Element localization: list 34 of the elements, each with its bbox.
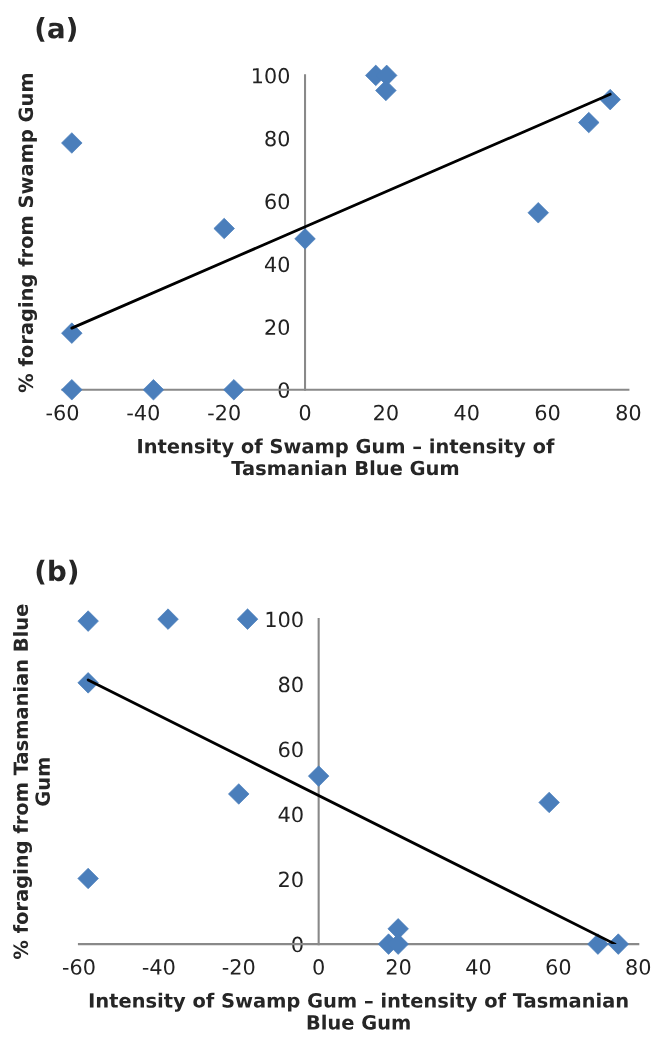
x-tick-label: 40 xyxy=(454,404,479,421)
x-tick-label: 80 xyxy=(616,404,641,421)
x-tick-label: 40 xyxy=(466,959,491,975)
y-tick-label: 20 xyxy=(279,871,303,888)
x-tick-label: 20 xyxy=(374,404,398,421)
x-tick-label: -20 xyxy=(222,959,255,975)
x-tick-label: -40 xyxy=(127,404,159,421)
chart-title: (a) xyxy=(36,17,76,42)
x-tick-label: -40 xyxy=(142,959,175,975)
x-axis-title: Intensity of Swamp Gum – intensity of Tasmanian Blue Gum xyxy=(89,992,628,1030)
y-tick-label: 100 xyxy=(266,611,303,628)
y-axis-title: % foraging from Tasmanian Blue Gum xyxy=(13,604,51,959)
point xyxy=(527,202,549,224)
x-tick-label: 20 xyxy=(386,959,411,975)
x-tick-label: 60 xyxy=(546,959,571,975)
x-tick-label: 80 xyxy=(626,959,651,975)
x-tick-label: 0 xyxy=(313,959,324,975)
x-tick-label: -20 xyxy=(208,404,240,421)
y-tick-label: 80 xyxy=(278,676,303,693)
x-axis-title: Intensity of Swamp Gum – intensity of Tasmanian Blue Gum xyxy=(138,438,555,476)
point xyxy=(213,217,235,240)
y-tick-label: 40 xyxy=(278,806,303,823)
chart-title: (b) xyxy=(36,559,78,585)
y-tick-label: 60 xyxy=(279,741,303,758)
x-tick-label: -60 xyxy=(46,404,79,421)
y-tick-label: 20 xyxy=(265,319,290,336)
x-tick-label: 60 xyxy=(535,404,560,421)
y-tick-label: 60 xyxy=(265,193,290,210)
y-tick-label: 40 xyxy=(264,256,290,273)
y-tick-label: 80 xyxy=(265,130,290,147)
y-tick-label: 100 xyxy=(252,67,290,84)
y-axis-title: % foraging from Swamp Gum xyxy=(18,73,38,393)
point xyxy=(142,379,165,401)
x-tick-label: -60 xyxy=(62,959,95,975)
